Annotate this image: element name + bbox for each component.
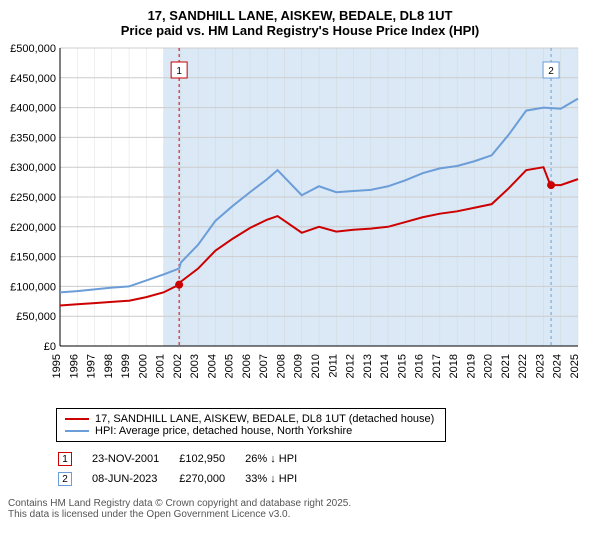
svg-text:£350,000: £350,000 — [10, 132, 56, 144]
svg-text:2023: 2023 — [534, 354, 546, 378]
svg-text:£150,000: £150,000 — [10, 252, 56, 264]
legend-box: 17, SANDHILL LANE, AISKEW, BEDALE, DL8 1… — [56, 408, 446, 442]
marker-date-1: 23-NOV-2001 — [92, 450, 177, 468]
svg-text:2004: 2004 — [206, 354, 218, 378]
svg-text:2007: 2007 — [258, 354, 270, 378]
svg-text:1998: 1998 — [103, 354, 115, 378]
svg-text:2022: 2022 — [517, 354, 529, 378]
marker-table: 1 23-NOV-2001 £102,950 26% ↓ HPI 2 08-JU… — [56, 448, 317, 490]
svg-text:£200,000: £200,000 — [10, 222, 56, 234]
legend-row-hpi: HPI: Average price, detached house, Nort… — [65, 425, 437, 437]
svg-text:1999: 1999 — [120, 354, 132, 378]
marker-badge-2: 2 — [58, 472, 72, 486]
title-line-1: 17, SANDHILL LANE, AISKEW, BEDALE, DL8 1… — [8, 8, 592, 23]
svg-text:2001: 2001 — [155, 354, 167, 378]
svg-text:2012: 2012 — [345, 354, 357, 378]
svg-text:2000: 2000 — [137, 354, 149, 378]
svg-text:2002: 2002 — [172, 354, 184, 378]
marker-badge-1: 1 — [58, 452, 72, 466]
svg-text:2019: 2019 — [465, 354, 477, 378]
svg-text:2016: 2016 — [414, 354, 426, 378]
svg-text:£500,000: £500,000 — [10, 43, 56, 55]
footnote-line-2: This data is licensed under the Open Gov… — [8, 509, 592, 520]
legend-row-property: 17, SANDHILL LANE, AISKEW, BEDALE, DL8 1… — [65, 413, 437, 425]
marker-price-2: £270,000 — [179, 470, 243, 488]
svg-text:2025: 2025 — [569, 354, 581, 378]
footnote-line-1: Contains HM Land Registry data © Crown c… — [8, 498, 592, 509]
svg-text:2024: 2024 — [552, 354, 564, 378]
svg-text:2005: 2005 — [224, 354, 236, 378]
svg-text:1997: 1997 — [86, 354, 98, 378]
svg-text:2018: 2018 — [448, 354, 460, 378]
svg-text:£100,000: £100,000 — [10, 281, 56, 293]
svg-text:£0: £0 — [44, 341, 56, 353]
svg-text:2017: 2017 — [431, 354, 443, 378]
marker-delta-1: 26% ↓ HPI — [245, 450, 315, 468]
svg-text:2009: 2009 — [293, 354, 305, 378]
svg-text:2015: 2015 — [396, 354, 408, 378]
svg-text:2020: 2020 — [483, 354, 495, 378]
chart-svg: £0 £50,000 £100,000 £150,000 £200,000 £250,00… — [8, 42, 592, 402]
svg-text:£300,000: £300,000 — [10, 162, 56, 174]
legend-label-property: 17, SANDHILL LANE, AISKEW, BEDALE, DL8 1… — [95, 413, 434, 425]
svg-text:1: 1 — [176, 66, 182, 77]
svg-text:£400,000: £400,000 — [10, 103, 56, 115]
svg-text:2021: 2021 — [500, 354, 512, 378]
svg-text:2011: 2011 — [327, 354, 339, 378]
svg-text:1996: 1996 — [68, 354, 80, 378]
marker-delta-2: 33% ↓ HPI — [245, 470, 315, 488]
svg-text:1995: 1995 — [51, 354, 63, 378]
chart-title-block: 17, SANDHILL LANE, AISKEW, BEDALE, DL8 1… — [8, 8, 592, 38]
svg-text:2014: 2014 — [379, 354, 391, 378]
marker-date-2: 08-JUN-2023 — [92, 470, 177, 488]
legend-swatch-hpi — [65, 430, 89, 432]
svg-text:2008: 2008 — [275, 354, 287, 378]
svg-text:2: 2 — [548, 66, 554, 77]
svg-text:2003: 2003 — [189, 354, 201, 378]
footnote: Contains HM Land Registry data © Crown c… — [8, 498, 592, 520]
marker-price-1: £102,950 — [179, 450, 243, 468]
svg-text:2010: 2010 — [310, 354, 322, 378]
legend-swatch-property — [65, 418, 89, 420]
svg-text:£50,000: £50,000 — [16, 311, 56, 323]
svg-text:2013: 2013 — [362, 354, 374, 378]
svg-text:£450,000: £450,000 — [10, 73, 56, 85]
price-chart: £0 £50,000 £100,000 £150,000 £200,000 £250,00… — [8, 42, 592, 402]
marker-row-1: 1 23-NOV-2001 £102,950 26% ↓ HPI — [58, 450, 315, 468]
svg-text:£250,000: £250,000 — [10, 192, 56, 204]
legend-label-hpi: HPI: Average price, detached house, Nort… — [95, 425, 352, 437]
title-line-2: Price paid vs. HM Land Registry's House … — [8, 23, 592, 38]
marker-row-2: 2 08-JUN-2023 £270,000 33% ↓ HPI — [58, 470, 315, 488]
svg-text:2006: 2006 — [241, 354, 253, 378]
